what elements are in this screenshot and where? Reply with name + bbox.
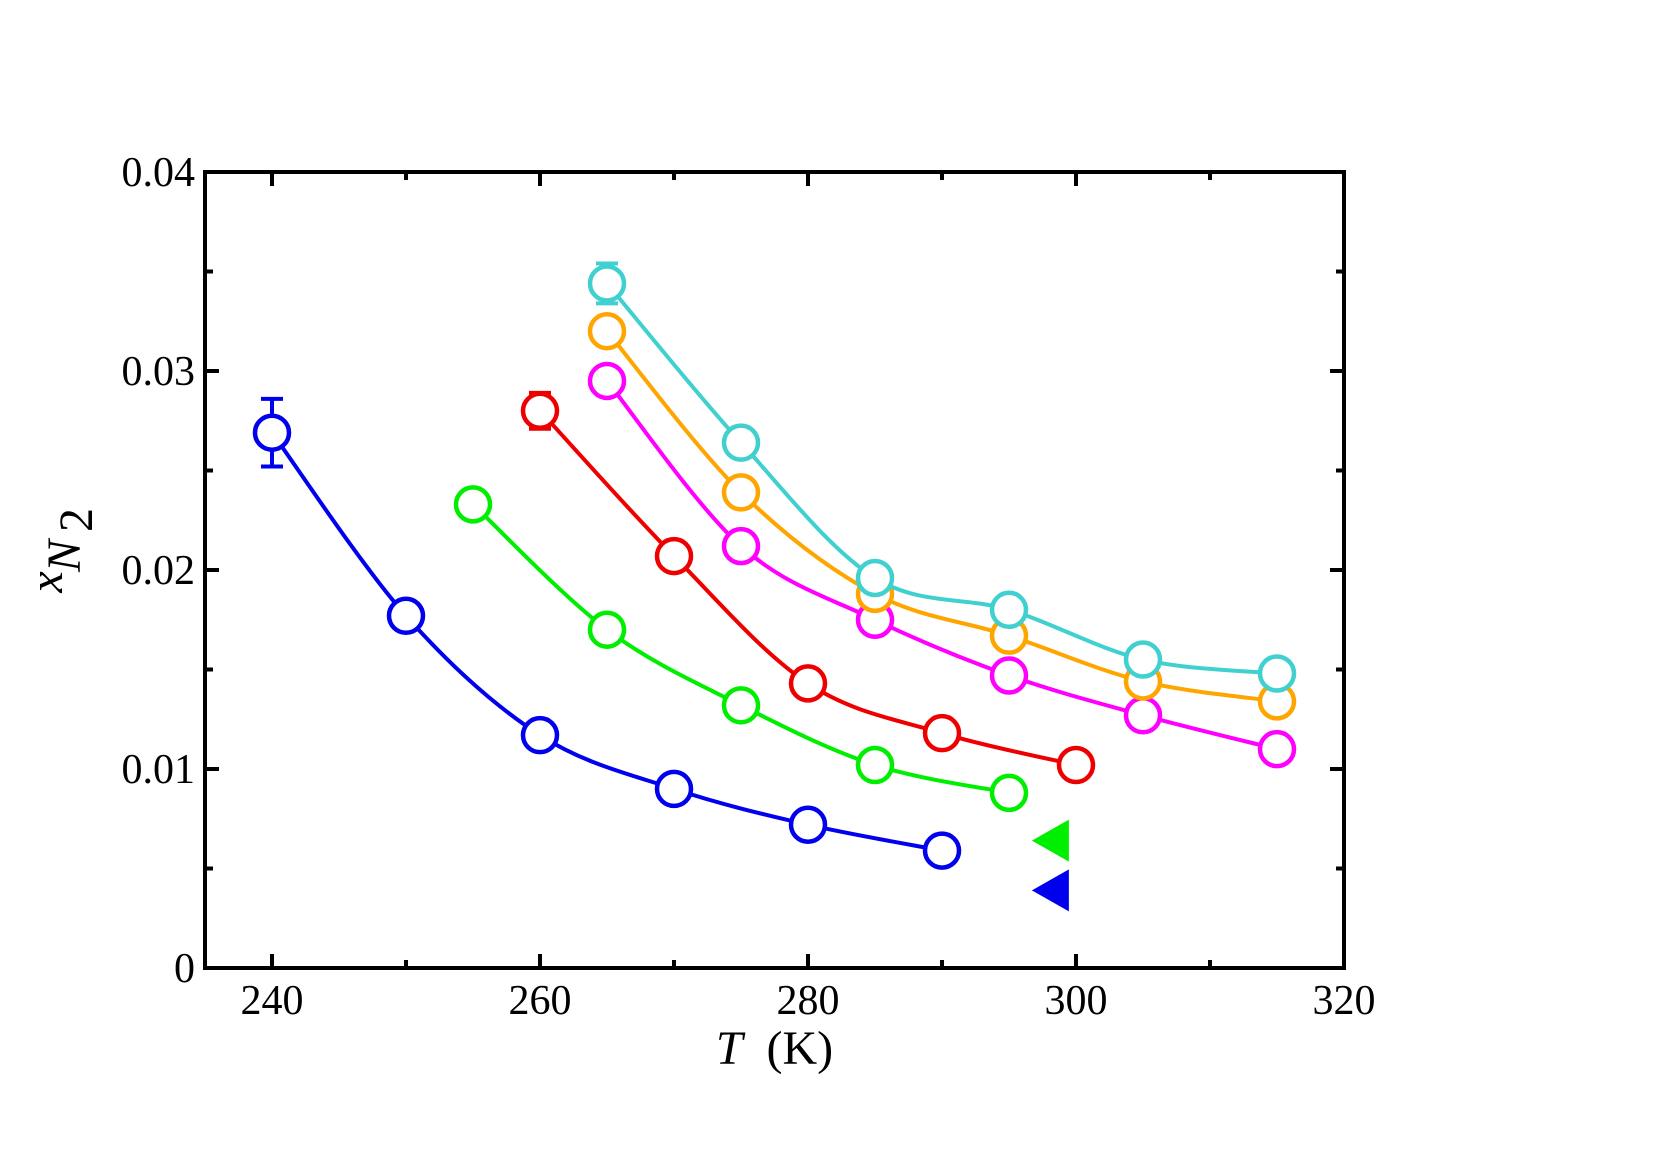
green-triangle-marker: [1031, 819, 1069, 862]
data-point: [989, 590, 1029, 630]
series-line-orange: [605, 329, 1278, 704]
x-tick-label: 320: [1313, 978, 1376, 1024]
data-point: [721, 526, 761, 566]
data-point: [855, 745, 895, 785]
y-tick-label: 0.02: [122, 548, 196, 594]
y-axis-title: x N 2: [20, 508, 103, 594]
data-point: [788, 664, 828, 703]
data-point: [1257, 654, 1297, 693]
data-point: [587, 610, 627, 649]
y-tick-label: 0.04: [122, 150, 196, 196]
y-axis-subscript-2: 2: [50, 508, 103, 532]
data-point: [922, 713, 962, 753]
y-axis-symbol: x: [20, 571, 73, 593]
data-point: [587, 264, 627, 303]
data-point: [721, 686, 761, 725]
data-point: [1257, 729, 1297, 769]
series-blue: [252, 396, 962, 870]
data-point: [654, 769, 694, 809]
data-point: [520, 715, 560, 755]
series-layer: [252, 261, 1297, 912]
series-green: [453, 485, 1029, 813]
blue-triangle-marker: [1031, 869, 1069, 912]
x-axis-unit: (K): [767, 1022, 834, 1075]
y-tick-label: 0: [174, 946, 195, 992]
data-point: [252, 413, 292, 452]
x-tick-label: 280: [777, 978, 840, 1024]
data-point: [721, 473, 761, 512]
data-point: [1056, 745, 1096, 785]
data-point: [855, 558, 895, 598]
series-cyan: [587, 261, 1297, 693]
data-point: [989, 656, 1029, 695]
labels-layer: 240 260 280 300 320 0 0.01 0.02 0.03 0.04: [122, 150, 1376, 1024]
series-orange: [587, 311, 1297, 721]
x-tick-label: 260: [509, 978, 572, 1024]
data-point: [520, 391, 560, 431]
data-point: [721, 423, 761, 462]
series-line-cyan: [605, 282, 1278, 676]
data-point: [654, 536, 694, 576]
x-axis-symbol: T: [716, 1022, 746, 1075]
y-axis-subscript-n: N: [38, 537, 91, 573]
ticks-layer: [205, 170, 1346, 970]
data-point: [922, 831, 962, 870]
series-red: [520, 390, 1096, 785]
x-axis-title: T (K): [716, 1022, 833, 1075]
y-tick-label: 0.03: [122, 349, 196, 395]
data-point: [587, 311, 627, 351]
data-point: [1123, 640, 1163, 679]
x-tick-label: 240: [241, 978, 304, 1024]
series-magenta: [587, 361, 1297, 769]
x-tick-label: 300: [1045, 978, 1108, 1024]
data-point: [788, 805, 828, 844]
series-line-magenta: [605, 379, 1278, 752]
data-point: [1123, 696, 1163, 735]
data-point: [453, 485, 493, 524]
data-point: [989, 773, 1029, 813]
y-tick-label: 0.01: [122, 747, 196, 793]
data-point: [587, 361, 627, 401]
data-point: [386, 596, 426, 636]
